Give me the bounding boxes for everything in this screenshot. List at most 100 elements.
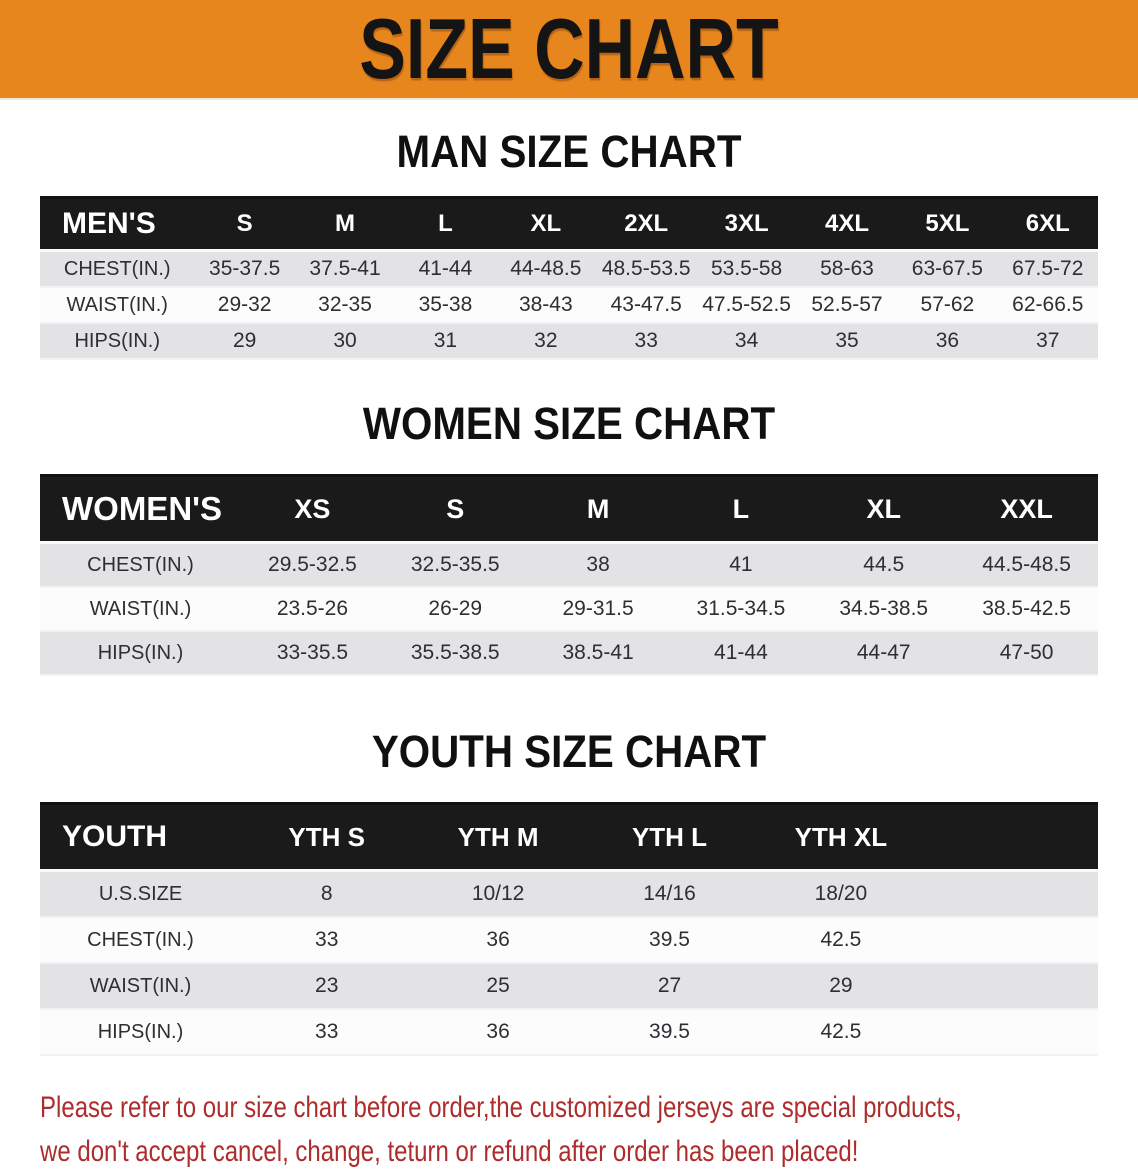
size-column-header: YTH XL bbox=[755, 804, 926, 871]
size-column-header: M bbox=[527, 476, 670, 543]
row-label: HIPS(IN.) bbox=[40, 323, 194, 359]
youth-section-heading: YOUTH SIZE CHART bbox=[23, 726, 1115, 778]
size-value: 53.5-58 bbox=[696, 251, 796, 288]
size-value: 31 bbox=[395, 323, 495, 359]
size-value: 39.5 bbox=[584, 1009, 755, 1055]
size-value: 41 bbox=[670, 543, 813, 588]
size-value: 34 bbox=[696, 323, 796, 359]
size-value: 26-29 bbox=[384, 587, 527, 631]
size-column-header: YTH L bbox=[584, 804, 755, 871]
banner-title: SIZE CHART bbox=[359, 0, 779, 97]
size-value: 14/16 bbox=[584, 871, 755, 918]
size-column-header: YTH S bbox=[241, 804, 412, 871]
size-value: 44-47 bbox=[812, 631, 955, 675]
footer-note-line-2: we don't accept cancel, change, teturn o… bbox=[40, 1130, 1104, 1173]
footer-note-line-1: Please refer to our size chart before or… bbox=[40, 1086, 1104, 1130]
size-value: 38 bbox=[527, 543, 670, 588]
size-value: 32.5-35.5 bbox=[384, 543, 527, 588]
size-value: 36 bbox=[412, 1009, 583, 1055]
size-value: 35.5-38.5 bbox=[384, 631, 527, 675]
size-value: 25 bbox=[412, 963, 583, 1009]
size-column-header: XL bbox=[496, 198, 596, 251]
size-value: 63-67.5 bbox=[897, 251, 997, 288]
size-value: 29-31.5 bbox=[527, 587, 670, 631]
size-value: 58-63 bbox=[797, 251, 897, 288]
size-value bbox=[927, 917, 1098, 963]
size-value: 29 bbox=[755, 963, 926, 1009]
size-column-header bbox=[927, 804, 1098, 871]
table-title-cell: MEN'S bbox=[40, 198, 194, 251]
size-value: 32-35 bbox=[295, 287, 395, 323]
size-value: 31.5-34.5 bbox=[670, 587, 813, 631]
table-title-cell: YOUTH bbox=[40, 804, 241, 871]
size-value bbox=[927, 1009, 1098, 1055]
size-value: 29.5-32.5 bbox=[241, 543, 384, 588]
size-value: 43-47.5 bbox=[596, 287, 696, 323]
row-label: HIPS(IN.) bbox=[40, 1009, 241, 1055]
size-value: 47-50 bbox=[955, 631, 1098, 675]
size-value: 23 bbox=[241, 963, 412, 1009]
size-column-header: 4XL bbox=[797, 198, 897, 251]
table-title-cell: WOMEN'S bbox=[40, 476, 241, 543]
size-column-header: S bbox=[384, 476, 527, 543]
size-value: 36 bbox=[412, 917, 583, 963]
size-value: 38.5-41 bbox=[527, 631, 670, 675]
size-value: 30 bbox=[295, 323, 395, 359]
size-value: 29 bbox=[194, 323, 294, 359]
size-value: 41-44 bbox=[670, 631, 813, 675]
size-value: 44-48.5 bbox=[496, 251, 596, 288]
size-column-header: XS bbox=[241, 476, 384, 543]
row-label: U.S.SIZE bbox=[40, 871, 241, 918]
row-label: CHEST(IN.) bbox=[40, 543, 241, 588]
size-value: 39.5 bbox=[584, 917, 755, 963]
size-value: 67.5-72 bbox=[998, 251, 1098, 288]
size-value bbox=[927, 871, 1098, 918]
size-value: 42.5 bbox=[755, 1009, 926, 1055]
size-column-header: XL bbox=[812, 476, 955, 543]
size-value: 38.5-42.5 bbox=[955, 587, 1098, 631]
size-value: 44.5-48.5 bbox=[955, 543, 1098, 588]
size-value: 37 bbox=[998, 323, 1098, 359]
size-value: 57-62 bbox=[897, 287, 997, 323]
size-value: 44.5 bbox=[812, 543, 955, 588]
size-value bbox=[927, 963, 1098, 1009]
size-column-header: 2XL bbox=[596, 198, 696, 251]
size-value: 29-32 bbox=[194, 287, 294, 323]
size-value: 52.5-57 bbox=[797, 287, 897, 323]
size-value: 35-38 bbox=[395, 287, 495, 323]
size-value: 33 bbox=[596, 323, 696, 359]
size-value: 37.5-41 bbox=[295, 251, 395, 288]
size-value: 27 bbox=[584, 963, 755, 1009]
size-value: 33 bbox=[241, 1009, 412, 1055]
size-column-header: XXL bbox=[955, 476, 1098, 543]
size-column-header: 5XL bbox=[897, 198, 997, 251]
size-value: 18/20 bbox=[755, 871, 926, 918]
footer-note: Please refer to our size chart before or… bbox=[40, 1086, 1104, 1173]
men-section-heading: MAN SIZE CHART bbox=[23, 126, 1115, 178]
size-value: 10/12 bbox=[412, 871, 583, 918]
row-label: WAIST(IN.) bbox=[40, 963, 241, 1009]
size-value: 47.5-52.5 bbox=[696, 287, 796, 323]
size-column-header: S bbox=[194, 198, 294, 251]
women-section-heading: WOMEN SIZE CHART bbox=[23, 398, 1115, 450]
size-value: 35-37.5 bbox=[194, 251, 294, 288]
size-value: 38-43 bbox=[496, 287, 596, 323]
row-label: WAIST(IN.) bbox=[40, 287, 194, 323]
size-value: 8 bbox=[241, 871, 412, 918]
row-label: HIPS(IN.) bbox=[40, 631, 241, 675]
size-value: 33 bbox=[241, 917, 412, 963]
